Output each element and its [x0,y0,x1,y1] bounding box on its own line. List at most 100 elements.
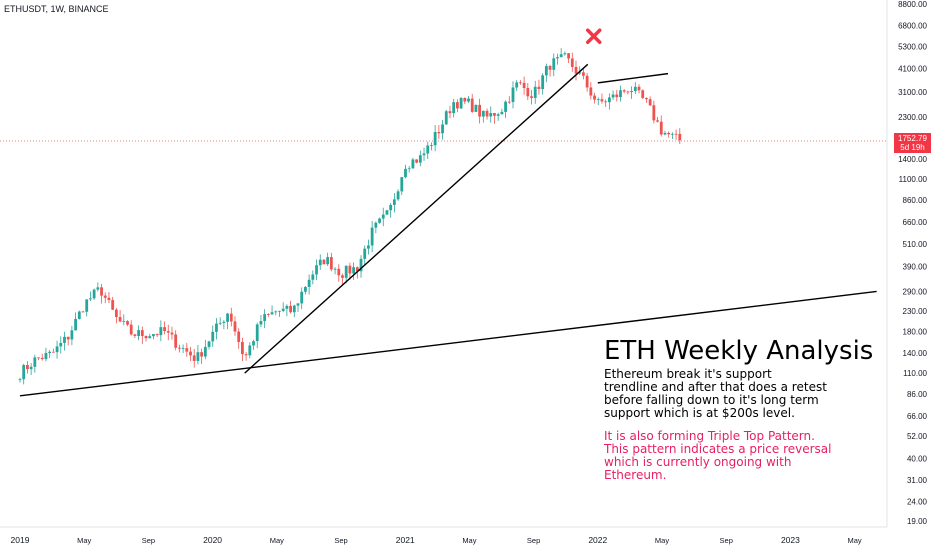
marker-stroke [586,28,602,45]
candle-body [626,91,630,93]
x-tick-label: Sep [720,536,733,545]
candle-body [163,327,166,332]
candle-body [511,87,515,103]
candle-body [496,114,500,116]
trendlines [19,63,877,397]
y-tick-label: 2300.00 [898,113,927,122]
candle-body [185,348,189,352]
candle-body [218,322,222,324]
candle-body [207,341,211,347]
candle-body [467,98,470,102]
y-tick-label: 31.00 [907,476,928,485]
candle-body [133,334,137,336]
candle-body [622,90,626,92]
candle-body [241,341,244,355]
candle-body [645,97,648,100]
candle-body [148,336,152,339]
x-tick-label: May [655,536,669,545]
candle-body [22,365,26,380]
candle-body [263,314,267,322]
candle-body [392,199,396,205]
candle-body [126,321,129,325]
candle-body [541,75,545,90]
candle-body [659,121,663,135]
candle-body [322,259,326,265]
last-price-value: 1752.79 [898,134,927,143]
candle-body [152,334,155,337]
candle-body [526,87,530,97]
candle-body [229,313,233,322]
candle-body [44,352,48,360]
candle-body [415,159,419,163]
candle-body [159,327,163,336]
candle-body [222,321,226,323]
candle-body [226,313,229,322]
candle-body [574,66,578,74]
y-tick-label: 180.00 [903,328,928,337]
candle-body [341,275,344,278]
candle-body [381,214,385,219]
candle-body [563,53,567,55]
candle-body [40,357,44,360]
candle-body [478,104,482,117]
candle-body [570,58,574,67]
candle-body [437,132,441,134]
y-tick-label: 24.00 [907,497,928,506]
candle-body [507,101,511,103]
candle-body [233,321,237,332]
x-tick-label: May [270,536,284,545]
candle-body [48,351,52,353]
candle-body [656,120,659,122]
candle-body [196,352,200,361]
candle-body [37,357,40,359]
candle-body [352,267,356,274]
candle-body [81,311,85,313]
candle-body [426,145,430,154]
candle-body [59,342,63,347]
candle-body [533,86,537,98]
candle-body [607,97,611,103]
candle-body [155,334,159,336]
candle-body [55,346,59,353]
candle-body [192,355,196,361]
candle-body [63,336,66,343]
y-tick-label: 290.00 [903,287,928,296]
y-tick-label: 3100.00 [898,88,927,97]
candle-body [559,54,563,58]
candle-body [278,310,281,312]
candle-body [107,297,111,301]
candle-body [359,258,363,272]
candle-body [582,72,585,76]
candle-body [407,168,411,170]
analysis-paragraph-1: Ethereum break it's support trendline an… [604,367,827,420]
candle-body [663,132,667,135]
candle-body [89,298,92,300]
candle-body [548,66,552,70]
y-tick-label: 66.00 [907,412,928,421]
candle-body [111,300,115,310]
y-tick-label: 86.00 [907,390,928,399]
candle-body [270,312,274,315]
symbol-header: ETHUSDT, 1W, BINANCE [4,4,109,14]
y-tick-label: 1400.00 [898,155,927,164]
y-tick-label: 5300.00 [898,43,927,52]
candle-body [455,102,459,109]
candle-body [344,265,348,278]
candle-body [385,210,389,215]
candle-body [418,155,422,163]
x-tick-label: 2019 [11,535,30,545]
candle-body [333,268,337,270]
candle-body [633,86,637,92]
y-tick-label: 660.00 [903,218,928,227]
y-tick-label: 510.00 [903,240,928,249]
x-tick-label: May [848,536,862,545]
price-axis[interactable]: 8800.00 6800.00 5300.00 4100.00 3100.00 2300.… [898,0,927,526]
x-tick-label: 2022 [588,535,607,545]
y-tick-label: 52.00 [907,432,928,441]
candle-body [641,90,645,98]
candle-body [448,111,452,114]
candle-body [103,295,107,298]
time-axis[interactable]: 2019 May Sep 2020 May Sep 2021 May Sep 2022 May Sep… [11,535,862,545]
candle-body [567,53,570,59]
